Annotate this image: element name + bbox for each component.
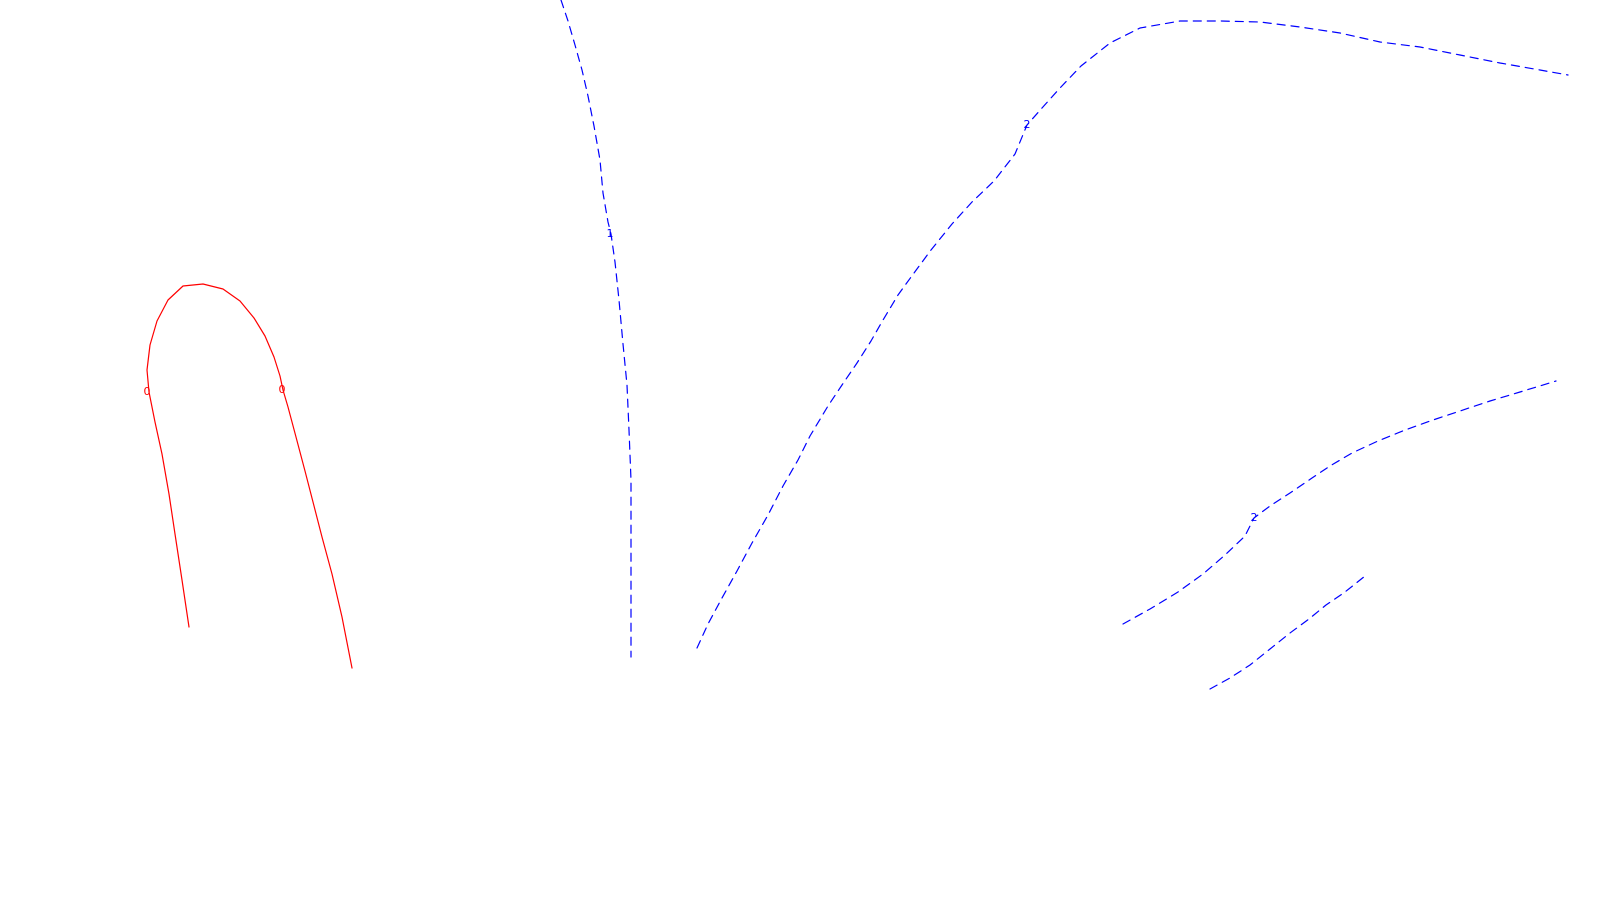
contour-level-1-group: 1	[560, 0, 632, 658]
contour-label-level-0-1: 0	[144, 385, 151, 398]
contour-level-2-group: 22	[696, 20, 1569, 690]
contour-line-level-2-2	[1122, 380, 1557, 625]
contour-line-level-2-1	[696, 20, 1569, 649]
contour-label-level-1-1: 1	[607, 227, 614, 240]
contour-line-level-1-1	[560, 0, 632, 658]
contour-label-level-0-2: 0	[279, 383, 286, 396]
contour-label-level-2-2: 2	[1251, 511, 1258, 524]
contour-label-level-2-1: 2	[1024, 118, 1031, 131]
contour-line-level-0-1	[146, 283, 353, 669]
contour-line-level-2-3	[1209, 575, 1366, 690]
